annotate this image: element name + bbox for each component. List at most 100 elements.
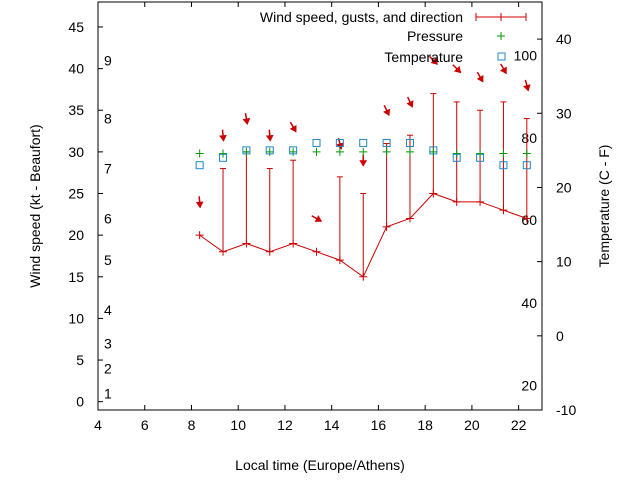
y-tick-label: 10	[68, 310, 84, 326]
beaufort-label: 2	[104, 360, 112, 376]
y-tick-label: 5	[76, 352, 84, 368]
temperature-point	[265, 146, 274, 155]
fahrenheit-label: 100	[514, 47, 538, 63]
y2-axis-label: Temperature (C - F)	[596, 145, 612, 268]
pressure-point	[219, 149, 228, 158]
temperature-point	[195, 161, 204, 170]
wind-direction-arrow	[476, 71, 484, 83]
legend-label-wind: Wind speed, gusts, and direction	[260, 9, 463, 25]
x-tick-label: 8	[188, 417, 196, 433]
beaufort-label: 5	[104, 252, 112, 268]
fahrenheit-label: 40	[521, 295, 537, 311]
arrow-head	[359, 160, 368, 167]
ticks-layer: 4 6 8 10 12 14 16 18 20 22051015202530354045-1001…	[68, 2, 576, 433]
pressure-point	[405, 147, 414, 156]
arrow-head	[265, 134, 274, 142]
legend-label-temperature: Temperature	[384, 49, 463, 65]
wind-speed-point	[265, 247, 274, 256]
wind-speed-point	[522, 214, 531, 223]
temperature-point	[335, 138, 344, 147]
y-tick-label: 25	[68, 186, 84, 202]
wind-speed-point	[242, 239, 251, 248]
wind-speed-point	[289, 239, 298, 248]
arrow-head	[289, 124, 297, 133]
pressure-point	[242, 147, 251, 156]
wind-direction-arrow	[195, 196, 204, 209]
x-tick-label: 6	[141, 417, 149, 433]
wind-direction-arrow	[452, 64, 462, 74]
arrow-head	[314, 215, 323, 222]
beaufort-label: 3	[104, 335, 112, 351]
x-axis-label: Local time (Europe/Athens)	[235, 457, 405, 473]
temperature-point	[289, 146, 298, 155]
y2-tick-label: 10	[556, 254, 572, 270]
arrow-head	[195, 201, 204, 209]
fahrenheit-label: 80	[521, 130, 537, 146]
temperature-point	[405, 138, 414, 147]
arrow-head	[242, 117, 251, 125]
wind-speed-point	[312, 247, 321, 256]
wind-speed-point	[405, 214, 414, 223]
temperature-point	[452, 153, 461, 162]
pressure-point	[289, 147, 298, 156]
wind-direction-arrow	[428, 55, 438, 65]
wind-direction-arrow	[500, 63, 507, 75]
y2-tick-label: 0	[556, 328, 564, 344]
beaufort-label: 4	[104, 302, 112, 318]
y-tick-label: 30	[68, 144, 84, 160]
pressure-point	[382, 147, 391, 156]
temperature-point	[429, 146, 438, 155]
arrow-head	[453, 65, 462, 74]
temperature-point	[359, 138, 368, 147]
wind-speed-point	[499, 206, 508, 215]
x-tick-label: 16	[371, 417, 387, 433]
arrow-head	[406, 100, 414, 108]
legend-label-pressure: Pressure	[407, 28, 463, 44]
x-tick-label: 14	[324, 417, 340, 433]
pressure-point	[522, 149, 531, 158]
fahrenheit-label: 60	[521, 212, 537, 228]
fahrenheit-label: 20	[521, 378, 537, 394]
pressure-point	[312, 147, 321, 156]
y-tick-label: 35	[68, 102, 84, 118]
wind-speed-point	[359, 272, 368, 281]
beaufort-label: 8	[104, 111, 112, 127]
legend-marker-temperature	[497, 52, 506, 61]
wind-speed-point	[476, 197, 485, 206]
x-tick-label: 22	[511, 417, 527, 433]
wind-speed-point	[452, 197, 461, 206]
beaufort-label: 7	[104, 161, 112, 177]
wind-direction-arrow	[311, 215, 323, 222]
y2-tick-label: -10	[556, 402, 576, 418]
legend: Wind speed, gusts, and direction Pressur…	[260, 9, 527, 65]
wind-direction-arrow	[359, 154, 368, 167]
wind-direction-arrow	[406, 96, 414, 108]
arrow-head	[476, 74, 484, 83]
arrow-head	[523, 84, 531, 92]
wind-direction-arrow	[383, 104, 391, 117]
temperature-point	[312, 138, 321, 147]
x-tick-label: 20	[464, 417, 480, 433]
x-tick-label: 4	[94, 417, 102, 433]
plot-frame	[97, 1, 543, 411]
pressure-point	[265, 147, 274, 156]
beaufort-label: 6	[104, 210, 112, 226]
pressure-point	[476, 149, 485, 158]
pressure-point	[499, 149, 508, 158]
temperature-point	[476, 153, 485, 162]
arrow-head	[500, 66, 507, 75]
x-tick-label: 18	[417, 417, 433, 433]
wind-direction-arrow	[219, 129, 227, 142]
y-tick-label: 40	[68, 61, 84, 77]
pressure-point	[359, 147, 368, 156]
beaufort-label: 1	[104, 385, 112, 401]
temperature-point	[499, 161, 508, 170]
wind-speed-point	[382, 222, 391, 231]
wind-speed-point	[195, 231, 204, 240]
pressure-point	[195, 149, 204, 158]
wind-direction-arrow	[242, 113, 251, 125]
data-layer	[195, 55, 531, 281]
wind-speed-point	[219, 247, 228, 256]
y-tick-label: 45	[68, 19, 84, 35]
